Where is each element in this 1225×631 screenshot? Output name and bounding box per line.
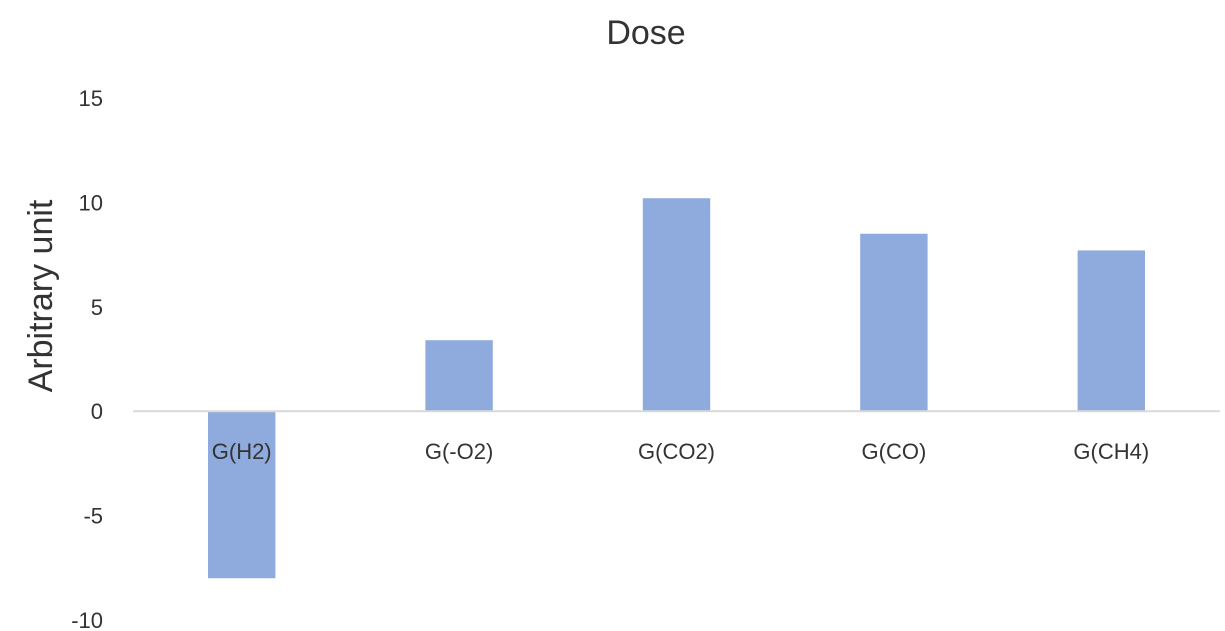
category-labels: G(H2) G(-O2) G(CO2) G(CO) G(CH4) [212, 439, 1149, 464]
y-tick-label: -5 [83, 504, 103, 529]
category-label: G(-O2) [425, 439, 493, 464]
bar-go2 [425, 340, 493, 412]
y-tick-label: 10 [79, 190, 103, 215]
y-axis-ticks: 15 10 5 0 -5 -10 [71, 86, 103, 631]
bar-gco2 [642, 198, 711, 412]
category-label: G(CH4) [1073, 439, 1149, 464]
bar-gh2 [208, 411, 276, 579]
y-tick-label: 5 [91, 295, 103, 320]
category-label: G(CO2) [638, 439, 715, 464]
chart-title: Dose [606, 14, 685, 52]
category-label: G(H2) [212, 439, 272, 464]
bars [208, 198, 1145, 579]
y-tick-label: -10 [71, 608, 103, 631]
y-tick-label: 0 [91, 399, 103, 424]
category-label: G(CO) [862, 439, 927, 464]
bar-gch4 [1077, 250, 1145, 412]
bar-gco [860, 233, 928, 412]
y-axis-label: Arbitrary unit [22, 199, 60, 392]
y-tick-label: 15 [79, 86, 103, 111]
